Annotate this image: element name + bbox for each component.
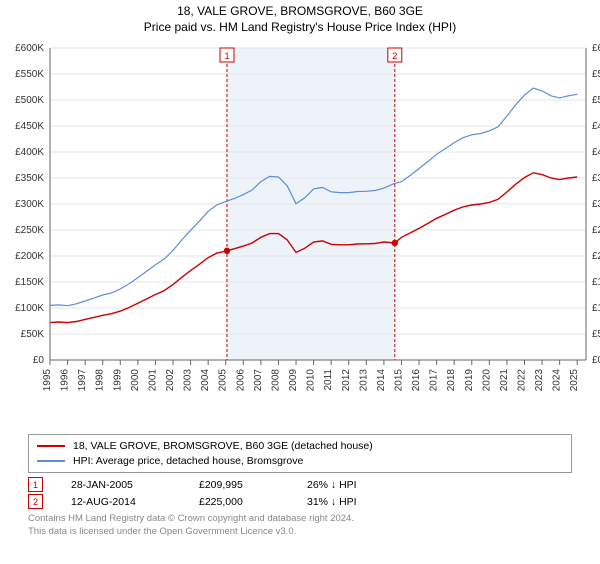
svg-text:£600K: £600K	[15, 43, 44, 54]
svg-text:2000: 2000	[130, 369, 141, 392]
transaction-delta: 31% ↓ HPI	[307, 496, 357, 508]
svg-text:2020: 2020	[481, 369, 492, 392]
svg-text:£450K: £450K	[592, 121, 600, 132]
svg-text:2013: 2013	[358, 369, 369, 392]
svg-text:£350K: £350K	[15, 173, 44, 184]
transaction-row: 2 12-AUG-2014 £225,000 31% ↓ HPI	[28, 494, 572, 509]
svg-text:2017: 2017	[429, 369, 440, 392]
svg-text:2025: 2025	[569, 369, 580, 392]
svg-text:2009: 2009	[288, 369, 299, 392]
svg-text:1: 1	[224, 51, 229, 62]
svg-text:2008: 2008	[270, 369, 281, 392]
svg-text:2: 2	[392, 51, 397, 62]
svg-text:£400K: £400K	[15, 147, 44, 158]
legend-label: HPI: Average price, detached house, Brom…	[73, 454, 303, 469]
footnote-line-2: This data is licensed under the Open Gov…	[28, 526, 572, 538]
chart-area: £0 £0 £50K £50K £100K £100K £150K £150K £200K £20…	[0, 40, 600, 430]
svg-text:2024: 2024	[552, 369, 563, 392]
svg-text:£250K: £250K	[15, 225, 44, 236]
svg-text:2010: 2010	[306, 369, 317, 392]
transaction-date: 28-JAN-2005	[71, 479, 171, 491]
svg-text:1998: 1998	[95, 369, 106, 392]
svg-text:£150K: £150K	[592, 277, 600, 288]
svg-text:2014: 2014	[376, 369, 387, 392]
svg-text:2011: 2011	[323, 369, 334, 391]
svg-text:£350K: £350K	[592, 173, 600, 184]
svg-text:£550K: £550K	[15, 69, 44, 80]
svg-text:£200K: £200K	[592, 251, 600, 262]
svg-text:2012: 2012	[341, 369, 352, 392]
svg-text:£500K: £500K	[592, 95, 600, 106]
svg-text:£50K: £50K	[21, 329, 45, 340]
legend-swatch	[37, 460, 65, 462]
svg-text:£100K: £100K	[15, 303, 44, 314]
svg-text:£300K: £300K	[15, 199, 44, 210]
transaction-date: 12-AUG-2014	[71, 496, 171, 508]
svg-text:£100K: £100K	[592, 303, 600, 314]
legend-row: 18, VALE GROVE, BROMSGROVE, B60 3GE (det…	[37, 439, 563, 454]
svg-text:2005: 2005	[218, 369, 229, 392]
svg-text:1999: 1999	[112, 369, 123, 392]
svg-text:2016: 2016	[411, 369, 422, 392]
svg-text:£200K: £200K	[15, 251, 44, 262]
svg-text:2007: 2007	[253, 369, 264, 392]
svg-text:£150K: £150K	[15, 277, 44, 288]
svg-text:£550K: £550K	[592, 69, 600, 80]
svg-text:2001: 2001	[147, 369, 158, 392]
svg-text:2006: 2006	[235, 369, 246, 392]
svg-text:2018: 2018	[446, 369, 457, 392]
svg-text:2022: 2022	[516, 369, 527, 392]
svg-text:£50K: £50K	[592, 329, 600, 340]
svg-text:£450K: £450K	[15, 121, 44, 132]
svg-text:1995: 1995	[42, 369, 53, 392]
svg-text:2015: 2015	[393, 369, 404, 392]
svg-text:£250K: £250K	[592, 225, 600, 236]
svg-text:1996: 1996	[60, 369, 71, 392]
transaction-price: £209,995	[199, 479, 279, 491]
transaction-price: £225,000	[199, 496, 279, 508]
svg-text:£600K: £600K	[592, 43, 600, 54]
footnote-line-1: Contains HM Land Registry data © Crown c…	[28, 513, 572, 525]
svg-text:2019: 2019	[464, 369, 475, 392]
chart-subtitle: Price paid vs. HM Land Registry's House …	[0, 20, 600, 34]
svg-text:2004: 2004	[200, 369, 211, 392]
svg-text:£300K: £300K	[592, 199, 600, 210]
chart-title: 18, VALE GROVE, BROMSGROVE, B60 3GE	[0, 4, 600, 18]
svg-text:£500K: £500K	[15, 95, 44, 106]
svg-text:£0: £0	[592, 355, 600, 366]
svg-text:£400K: £400K	[592, 147, 600, 158]
transaction-row: 1 28-JAN-2005 £209,995 26% ↓ HPI	[28, 477, 572, 492]
svg-text:£0: £0	[33, 355, 45, 366]
legend-row: HPI: Average price, detached house, Brom…	[37, 454, 563, 469]
transaction-marker: 1	[28, 477, 43, 492]
legend-label: 18, VALE GROVE, BROMSGROVE, B60 3GE (det…	[73, 439, 373, 454]
legend: 18, VALE GROVE, BROMSGROVE, B60 3GE (det…	[28, 434, 572, 473]
legend-swatch	[37, 445, 65, 447]
footnote: Contains HM Land Registry data © Crown c…	[28, 513, 572, 538]
chart-svg: £0 £0 £50K £50K £100K £100K £150K £150K £200K £20…	[0, 40, 600, 430]
svg-text:2002: 2002	[165, 369, 176, 392]
svg-text:1997: 1997	[77, 369, 88, 392]
svg-text:2023: 2023	[534, 369, 545, 392]
transaction-marker: 2	[28, 494, 43, 509]
svg-text:2021: 2021	[499, 369, 510, 392]
transaction-delta: 26% ↓ HPI	[307, 479, 357, 491]
svg-text:2003: 2003	[183, 369, 194, 392]
